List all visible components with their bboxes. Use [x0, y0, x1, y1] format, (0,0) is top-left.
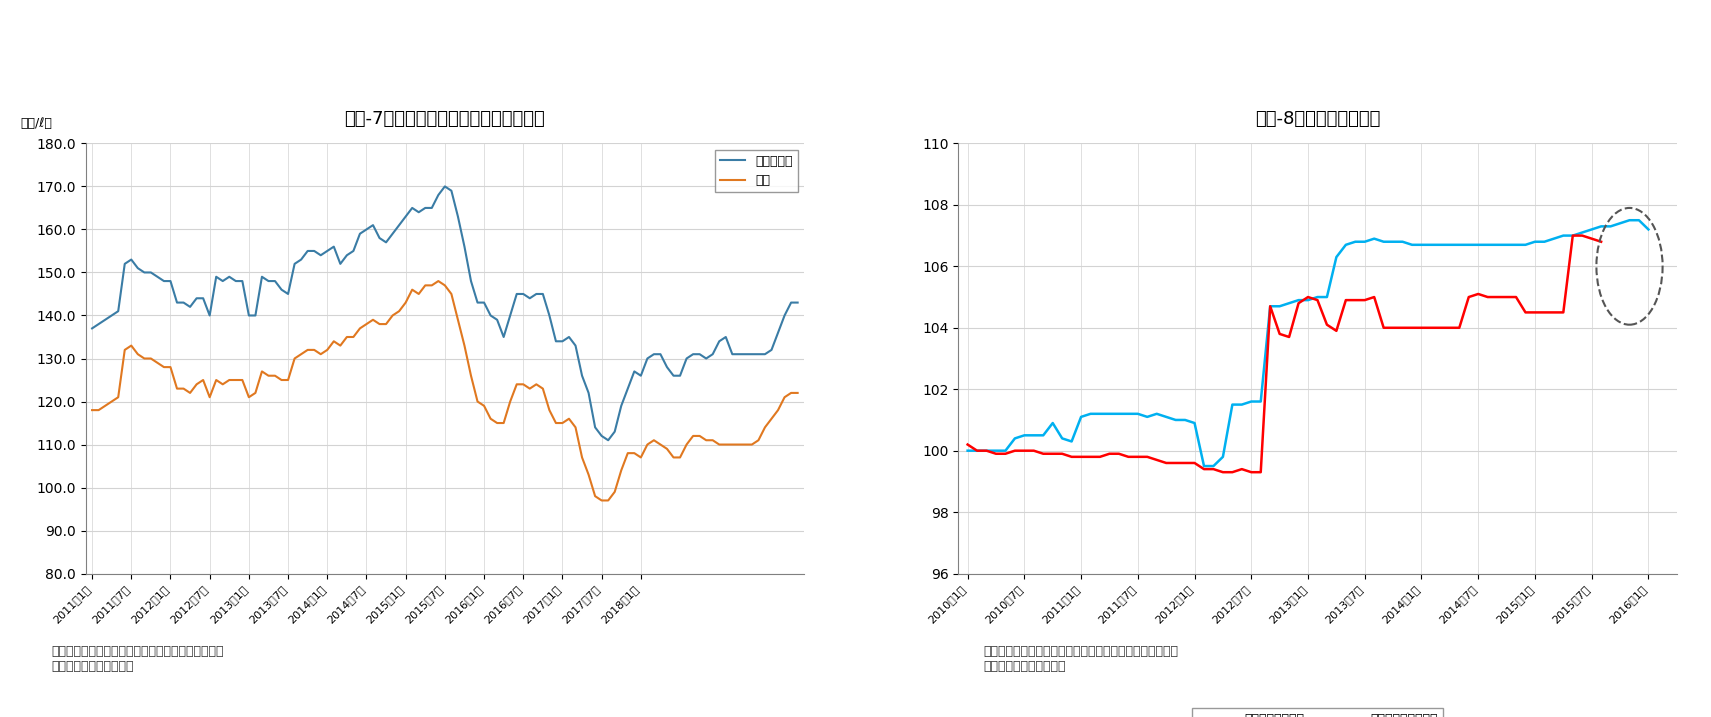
軽油	[467, 397, 488, 406]
貸切貨物輸送指数	[958, 447, 979, 455]
レギュラー	[467, 298, 488, 307]
Line: 軽油: 軽油	[92, 281, 797, 500]
Text: （円/ℓ）: （円/ℓ）	[21, 118, 53, 130]
貸切貨物輸送指数	[1637, 225, 1658, 234]
軽油	[277, 376, 298, 384]
積合せ貨物輸送指数	[1525, 308, 1545, 317]
レギュラー	[277, 290, 298, 298]
レギュラー	[474, 298, 494, 307]
レギュラー	[553, 337, 573, 346]
Title: 図表-7　軽油およびガソリン価格の推移: 図表-7 軽油およびガソリン価格の推移	[344, 110, 546, 128]
Line: 積合せ貨物輸送指数: 積合せ貨物輸送指数	[968, 236, 1601, 473]
Legend: 貸切貨物輸送指数, 積合せ貨物輸送指数: 貸切貨物輸送指数, 積合せ貨物輸送指数	[1193, 708, 1442, 717]
軽油	[82, 406, 103, 414]
貸切貨物輸送指数	[1109, 409, 1129, 418]
貸切貨物輸送指数	[1581, 225, 1601, 234]
Line: レギュラー: レギュラー	[92, 186, 797, 440]
軽油	[787, 389, 808, 397]
積合せ貨物輸送指数	[1213, 468, 1234, 477]
レギュラー	[435, 182, 455, 191]
レギュラー	[787, 298, 808, 307]
積合せ貨物輸送指数	[1591, 237, 1612, 246]
軽油	[553, 419, 573, 427]
積合せ貨物輸送指数	[1393, 323, 1413, 332]
積合せ貨物輸送指数	[1468, 290, 1489, 298]
積合せ貨物輸送指数	[1562, 232, 1583, 240]
貸切貨物輸送指数	[1307, 293, 1328, 301]
貸切貨物輸送指数	[1619, 216, 1639, 224]
Line: 貸切貨物輸送指数: 貸切貨物輸送指数	[968, 220, 1648, 466]
Text: （出所）日本銀行「企業向けサービス価格指数」をもとに
ニッセイ基礎研究所作成: （出所）日本銀行「企業向けサービス価格指数」をもとに ニッセイ基礎研究所作成	[984, 645, 1179, 673]
貸切貨物輸送指数	[1184, 419, 1205, 427]
Text: （出所）経済産業省「石油製品価格調査」をもとに
ニッセイ基礎研究所作成: （出所）経済産業省「石油製品価格調査」をもとに ニッセイ基礎研究所作成	[51, 645, 224, 673]
軽油	[592, 496, 613, 505]
レギュラー	[82, 324, 103, 333]
軽油	[428, 277, 448, 285]
軽油	[474, 402, 494, 410]
軽油	[133, 354, 154, 363]
貸切貨物輸送指数	[1554, 232, 1574, 240]
レギュラー	[133, 268, 154, 277]
積合せ貨物輸送指数	[1543, 308, 1564, 317]
貸切貨物輸送指数	[1194, 462, 1215, 470]
Title: 図表-8　輸送指数の推移: 図表-8 輸送指数の推移	[1254, 110, 1381, 128]
積合せ貨物輸送指数	[1420, 323, 1441, 332]
軽油	[317, 346, 337, 354]
積合せ貨物輸送指数	[958, 440, 979, 449]
積合せ貨物輸送指数	[1535, 308, 1555, 317]
貸切貨物輸送指数	[1535, 237, 1555, 246]
Legend: レギュラー, 軽油: レギュラー, 軽油	[715, 150, 797, 192]
レギュラー	[597, 436, 618, 445]
レギュラー	[317, 247, 337, 255]
